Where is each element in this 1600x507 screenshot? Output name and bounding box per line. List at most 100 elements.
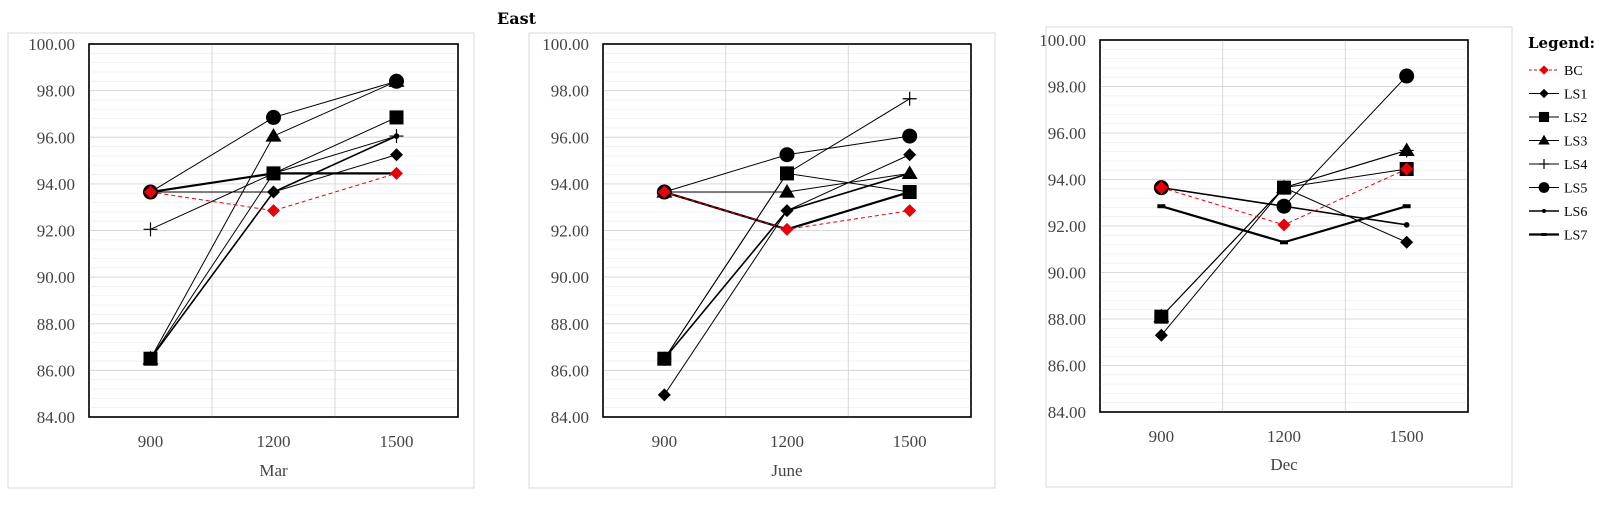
data-point [1154,181,1168,195]
data-point [780,166,794,181]
series-ls5 [143,73,404,200]
x-tick-label: 900 [652,432,678,451]
data-point [902,91,917,106]
legend-entry-ls4: LS4 [1529,158,1587,173]
plot-border [88,43,459,418]
data-point [393,133,400,139]
data-point [144,185,157,199]
y-tick-label: 86.00 [1048,357,1086,376]
data-point [267,204,280,218]
chart-panel-mar: 84.00 86.00 88.00 90.00 92.00 94.00 96.00 98.00… [7,32,475,489]
y-tick-label: 100.00 [542,35,589,54]
x-tick-label: 900 [1149,427,1175,446]
legend-marker [1538,111,1550,123]
data-point [270,189,277,195]
data-point [780,222,794,236]
y-tick-label: 88.00 [1048,310,1086,329]
legend-entry-bc: BC [1529,64,1583,79]
series-ls4 [657,91,917,366]
y-tick-label: 100.00 [28,35,75,54]
y-tick-label: 84.00 [551,408,589,427]
data-point [143,222,158,237]
data-point [1399,68,1415,84]
y-tick-label: 96.00 [1048,124,1086,143]
legend: Legend: BC LS1 LS2 LS3 LS4 LS5 LS6 LS7 [1528,34,1595,244]
x-axis-title: Mar [259,461,288,480]
legend-entry-ls5: LS5 [1529,182,1587,197]
plot-border [602,43,972,418]
data-point [903,148,917,162]
y-tick-label: 100.00 [1039,31,1086,50]
data-point [905,190,914,195]
legend-label: LS4 [1564,158,1587,173]
series-line [150,172,397,212]
data-point [1277,218,1291,232]
series-ls6 [147,133,400,362]
y-tick-label: 84.00 [1048,403,1086,422]
data-point [1157,204,1166,209]
y-tick-label: 94.00 [551,175,589,194]
data-point [779,184,795,198]
legend-entry-ls6: LS6 [1529,205,1587,220]
legend-entry-ls1: LS1 [1529,88,1587,103]
y-tick-label: 90.00 [551,268,589,287]
legend-label: LS6 [1564,205,1587,220]
legend-marker [1539,88,1549,99]
y-tick-label: 86.00 [37,361,75,380]
data-point [657,185,671,199]
legend-entry-ls3: LS3 [1529,135,1587,150]
y-tick-label: 92.00 [551,222,589,241]
data-point [903,204,917,218]
chart-panel-june: 84.00 86.00 88.00 90.00 92.00 94.00 96.00 98.00… [528,32,996,489]
plot-border [1099,39,1469,413]
y-tick-label: 96.00 [551,128,589,147]
legend-label: LS1 [1564,88,1587,103]
data-point [266,109,281,125]
legend-entry-ls7: LS7 [1529,229,1587,244]
x-tick-label: 1500 [1390,427,1424,446]
legend-marker [1538,134,1550,145]
x-axis-title: Dec [1270,455,1298,474]
y-tick-label: 96.00 [37,128,75,147]
legend-label: LS3 [1564,135,1587,150]
legend-marker [1538,158,1550,170]
legend-label: LS2 [1564,111,1587,126]
figure-title: East [497,9,537,28]
y-tick-label: 84.00 [37,408,75,427]
y-tick-label: 90.00 [1048,264,1086,283]
data-point [390,148,403,162]
x-tick-label: 1200 [257,432,291,451]
legend-label: LS7 [1564,229,1587,244]
series-bc [657,185,917,236]
data-point [784,207,790,214]
y-tick-label: 88.00 [37,315,75,334]
y-tick-label: 86.00 [551,361,589,380]
data-point [390,166,403,180]
data-point [906,170,913,177]
y-tick-label: 98.00 [551,82,589,101]
chart-panel-dec: 84.00 86.00 88.00 90.00 92.00 94.00 96.00 98.00… [1039,26,1513,488]
legend-title: Legend: [1528,34,1595,52]
data-point [269,171,278,176]
y-tick-label: 98.00 [37,82,75,101]
y-tick-label: 98.00 [1048,78,1086,97]
legend-entry-ls2: LS2 [1529,111,1587,126]
data-point [657,388,671,402]
legend-marker [1538,182,1550,193]
data-point [1280,240,1288,245]
data-point [1402,204,1411,209]
data-point [147,355,154,362]
y-tick-label: 92.00 [37,222,75,241]
series-ls4 [1154,143,1414,324]
data-point [1400,235,1414,249]
data-point [1154,309,1169,324]
series-ls7 [1157,204,1411,245]
data-point [1403,222,1410,228]
x-tick-label: 1500 [893,432,927,451]
y-tick-label: 94.00 [37,175,75,194]
series-bc [1154,162,1414,232]
legend-label: BC [1564,64,1583,79]
data-point [265,128,282,142]
legend-label: LS5 [1564,182,1587,197]
data-point [389,110,404,125]
